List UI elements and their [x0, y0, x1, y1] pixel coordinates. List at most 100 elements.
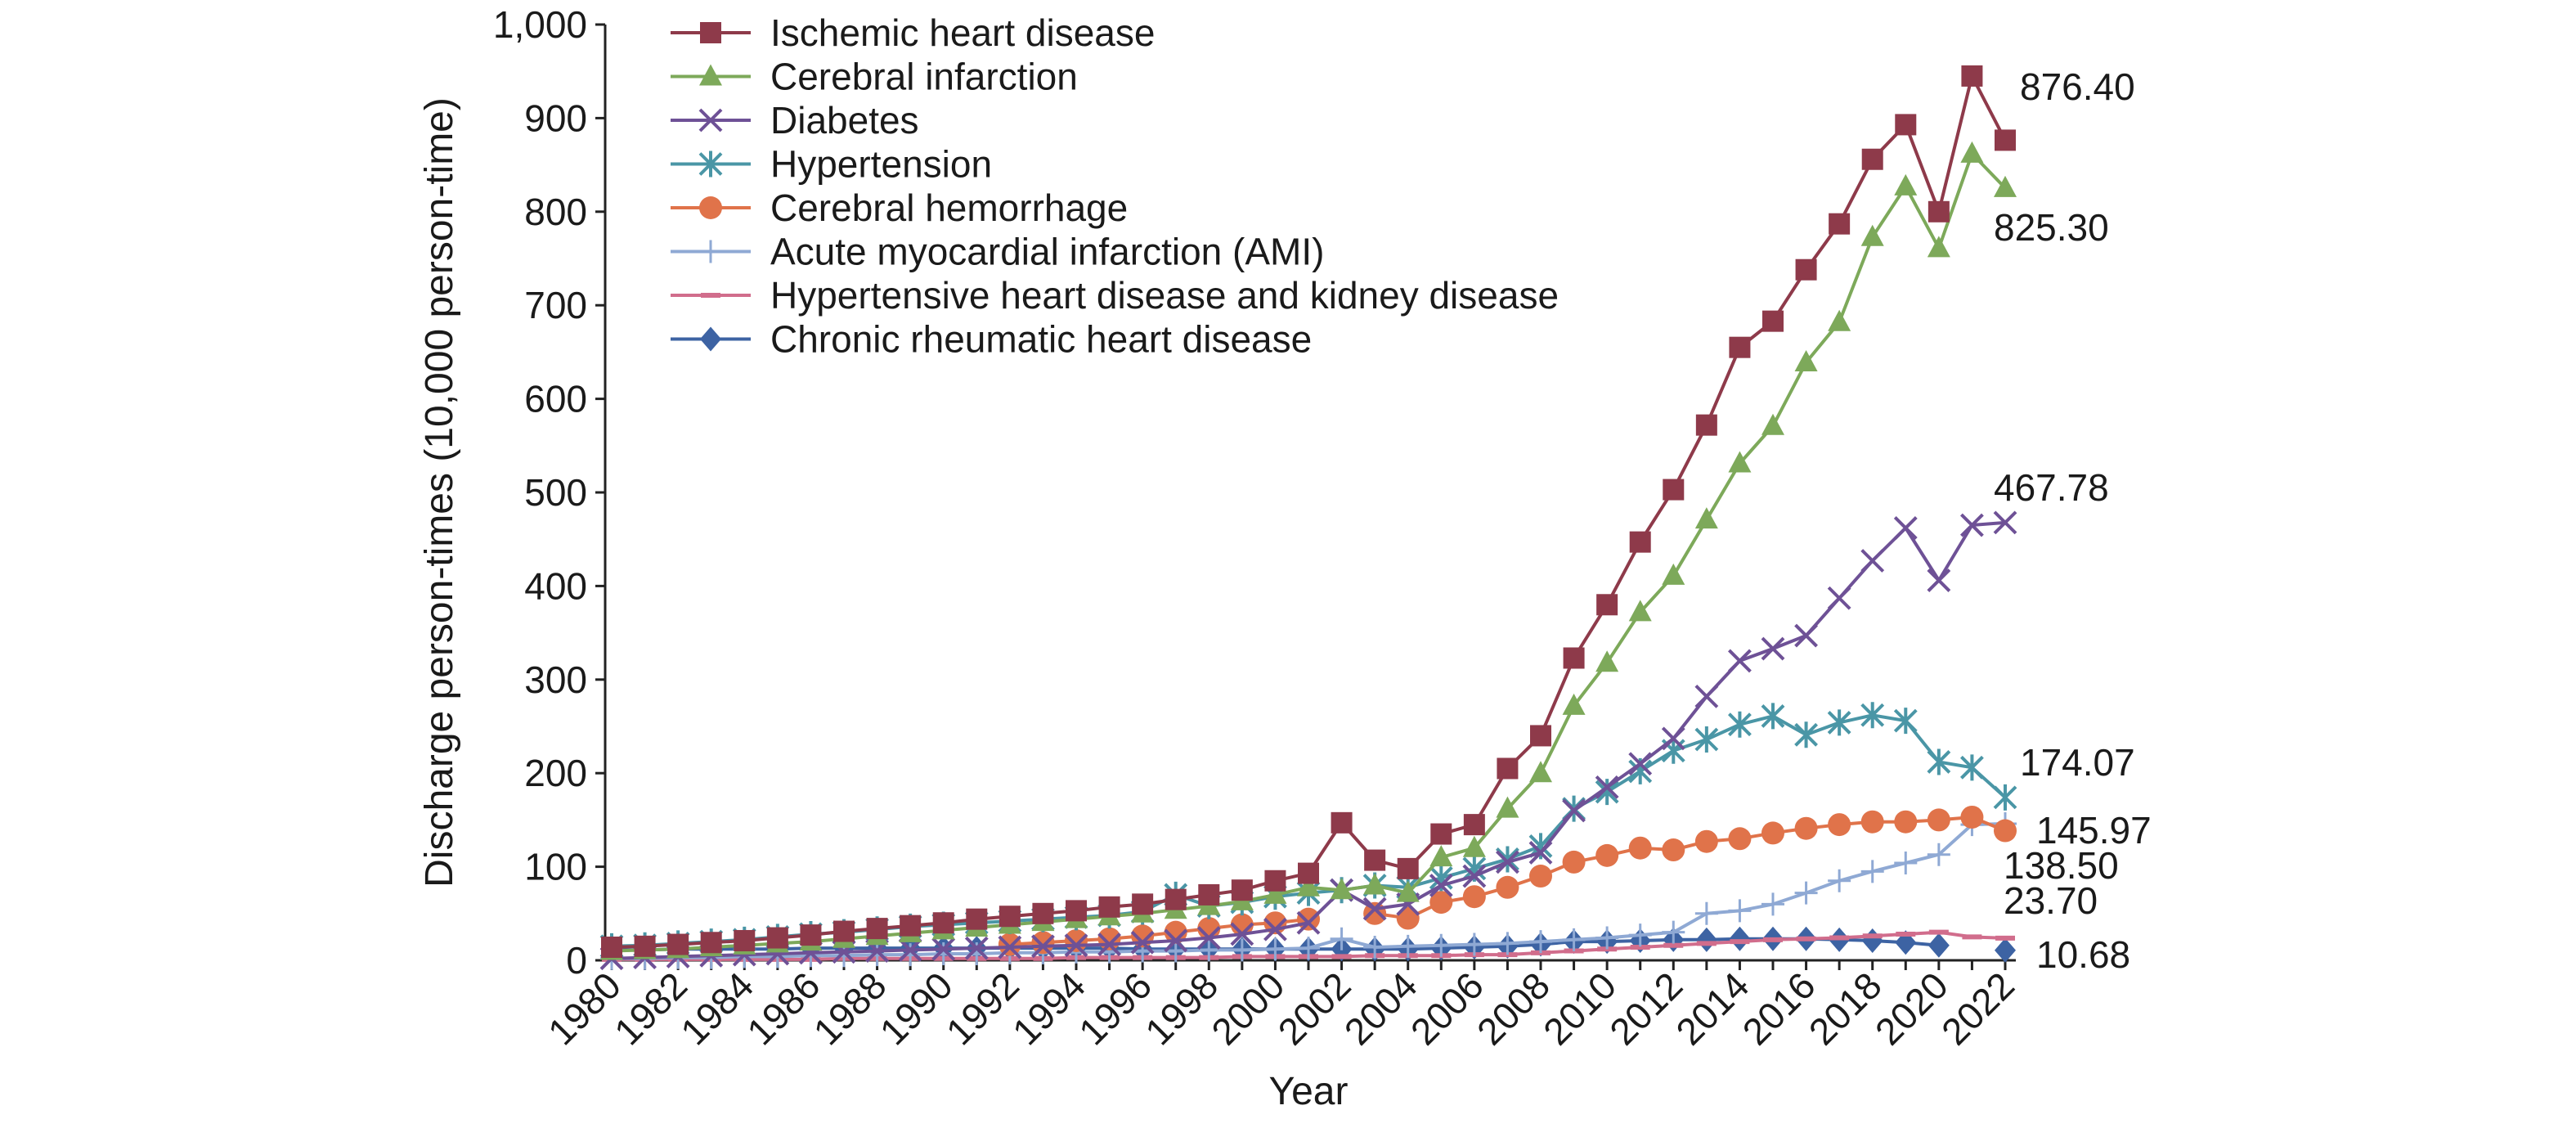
data-point — [1529, 930, 1552, 954]
legend-item: Ischemic heart disease — [671, 11, 1155, 54]
data-point — [1231, 879, 1253, 901]
legend-item: Diabetes — [671, 99, 919, 142]
data-point — [1860, 810, 1884, 834]
data-point — [999, 906, 1021, 928]
legend-label: Cerebral infarction — [770, 56, 1078, 98]
data-point — [1628, 924, 1652, 947]
end-labels: 876.40 825.30 467.78 174.07 145.97138.5023.7… — [1994, 65, 2152, 976]
data-point — [1197, 938, 1221, 962]
data-point — [734, 929, 756, 951]
y-tick-label: 600 — [524, 378, 587, 420]
data-point — [1960, 141, 1984, 163]
data-point — [1196, 926, 1221, 950]
data-point — [1894, 810, 1918, 834]
y-tick-label: 500 — [524, 471, 587, 514]
data-point — [1927, 748, 1951, 775]
data-point — [1462, 864, 1487, 888]
data-point — [1694, 901, 1718, 925]
data-point — [1430, 823, 1452, 845]
data-point — [865, 943, 889, 967]
data-point — [1860, 702, 1885, 729]
data-point — [1628, 836, 1652, 860]
y-tick-label: 0 — [566, 939, 587, 982]
data-point — [1993, 510, 2017, 535]
data-point — [1330, 927, 1353, 950]
data-point — [1761, 636, 1785, 661]
data-point — [931, 937, 956, 961]
data-point — [1927, 568, 1951, 592]
data-point — [1064, 933, 1088, 958]
data-point — [1198, 883, 1220, 906]
data-point — [1098, 896, 1120, 918]
data-point — [1497, 757, 1519, 780]
data-point — [1662, 563, 1685, 585]
data-point — [1761, 703, 1785, 730]
data-point — [766, 927, 788, 949]
data-point — [1729, 336, 1751, 358]
data-point — [1694, 684, 1719, 708]
data-point — [1364, 849, 1386, 871]
legend-marker — [698, 151, 723, 178]
data-point — [1164, 920, 1187, 944]
data-point — [1595, 843, 1619, 867]
data-point — [1695, 414, 1717, 436]
data-point — [931, 941, 955, 965]
data-point — [1528, 841, 1553, 865]
data-point — [1728, 899, 1752, 923]
data-point — [1562, 928, 1586, 951]
end-value-label: 23.70 — [2004, 879, 2098, 922]
legend-item: Hypertension — [671, 143, 992, 186]
x-tick-label: 2008 — [1469, 964, 1558, 1053]
data-point — [966, 908, 988, 930]
data-point — [1894, 173, 1918, 195]
x-tick-label: 1984 — [672, 964, 761, 1053]
data-point — [1429, 891, 1453, 915]
data-point — [898, 938, 922, 962]
data-point — [1496, 796, 1519, 818]
data-point — [1794, 721, 1818, 748]
data-point — [1132, 893, 1154, 915]
end-value-label: 467.78 — [1994, 466, 2109, 509]
legend-marker — [698, 108, 723, 133]
data-point — [1662, 838, 1685, 862]
y-tick-label: 1,000 — [493, 3, 587, 46]
y-ticks: 0 100 200 300 400 500 600 700 800 900 1,000 — [493, 3, 605, 982]
data-point — [1794, 349, 1818, 371]
data-point — [800, 924, 822, 946]
y-tick-label: 800 — [524, 191, 587, 233]
legend-label: Hypertensive heart disease and kidney di… — [770, 274, 1559, 317]
data-point — [1397, 857, 1419, 879]
data-point — [998, 935, 1022, 959]
data-point — [1761, 821, 1784, 845]
y-tick-label: 200 — [524, 752, 587, 794]
data-point — [1829, 213, 1851, 235]
data-point — [1728, 451, 1752, 473]
x-tick-label: 1990 — [872, 964, 961, 1053]
end-value-label: 876.40 — [2020, 65, 2135, 108]
data-point — [1861, 148, 1883, 170]
data-point — [1895, 114, 1917, 136]
legend-marker — [699, 196, 722, 219]
end-value-label: 138.50 — [2004, 844, 2119, 887]
data-point — [1794, 816, 1818, 840]
data-point — [1530, 725, 1551, 747]
data-point — [1661, 737, 1685, 764]
data-point — [1994, 819, 2017, 843]
data-point — [1662, 920, 1685, 944]
data-point — [1462, 835, 1486, 857]
data-point — [1097, 933, 1121, 956]
data-point — [1595, 926, 1619, 950]
data-point — [1928, 200, 1950, 222]
data-point — [1761, 413, 1784, 435]
y-axis-title: Discharge person-times (10,000 person-ti… — [418, 97, 461, 888]
data-point — [1861, 928, 1883, 953]
data-point — [1496, 875, 1519, 899]
x-ticks: 1980198219841986198819901992199419961998… — [540, 960, 2022, 1053]
data-point — [1296, 910, 1321, 935]
data-point — [1462, 933, 1486, 956]
data-point — [601, 936, 622, 958]
x-tick-label: 1982 — [606, 964, 695, 1053]
data-point — [900, 915, 922, 937]
data-point — [1828, 813, 1851, 837]
data-point — [1563, 647, 1585, 669]
